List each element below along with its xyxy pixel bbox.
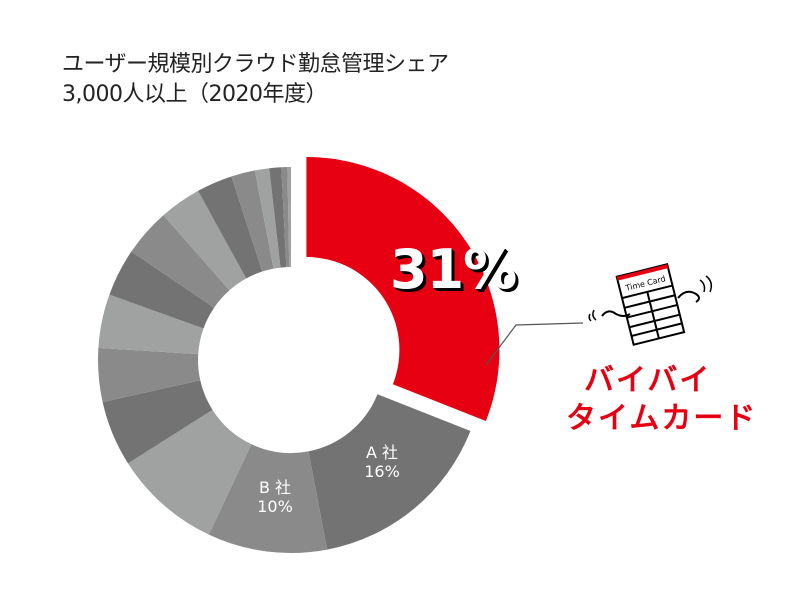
chart-title-line2: 3,000人以上（2020年度） [62, 82, 327, 107]
slice-label-b: B 社 10% [245, 478, 305, 516]
chart-title: ユーザー規模別クラウド勤怠管理シェア 3,000人以上（2020年度） [62, 50, 449, 110]
donut-slices [97, 157, 500, 553]
highlight-percent-label: 31% [390, 238, 517, 301]
donut-slice [98, 294, 204, 355]
donut-slice [308, 394, 471, 550]
donut-slice [109, 251, 215, 329]
right-wing-icon [677, 290, 700, 303]
donut-slice [254, 168, 281, 269]
leader-line [485, 322, 584, 366]
donut-slice [163, 190, 247, 291]
slice-label-b-name: B 社 [258, 478, 292, 497]
slice-label-a-pct: 16% [364, 462, 400, 481]
donut-slice [281, 167, 290, 268]
slice-label-a-name: A 社 [365, 443, 399, 462]
donut-slice [128, 409, 252, 535]
donut-slice [269, 167, 287, 268]
left-wing-icon [601, 310, 631, 317]
tagline-line1: バイバイ [584, 363, 712, 398]
donut-slice [231, 170, 274, 272]
flying-timecard-icon: Time Card [588, 262, 713, 346]
slice-label-b-pct: 10% [257, 497, 293, 516]
donut-slice [198, 176, 263, 279]
donut-slice [102, 380, 213, 464]
donut-slice [97, 347, 201, 403]
highlight-tagline: バイバイ タイムカード [566, 362, 757, 438]
donut-slice [208, 444, 328, 553]
donut-slice [287, 167, 291, 268]
chart-title-line1: ユーザー規模別クラウド勤怠管理シェア [62, 52, 449, 77]
slice-label-a: A 社 16% [352, 443, 412, 481]
tagline-line2: タイムカード [566, 401, 758, 436]
donut-slice [131, 215, 230, 308]
donut-slice [306, 157, 500, 422]
